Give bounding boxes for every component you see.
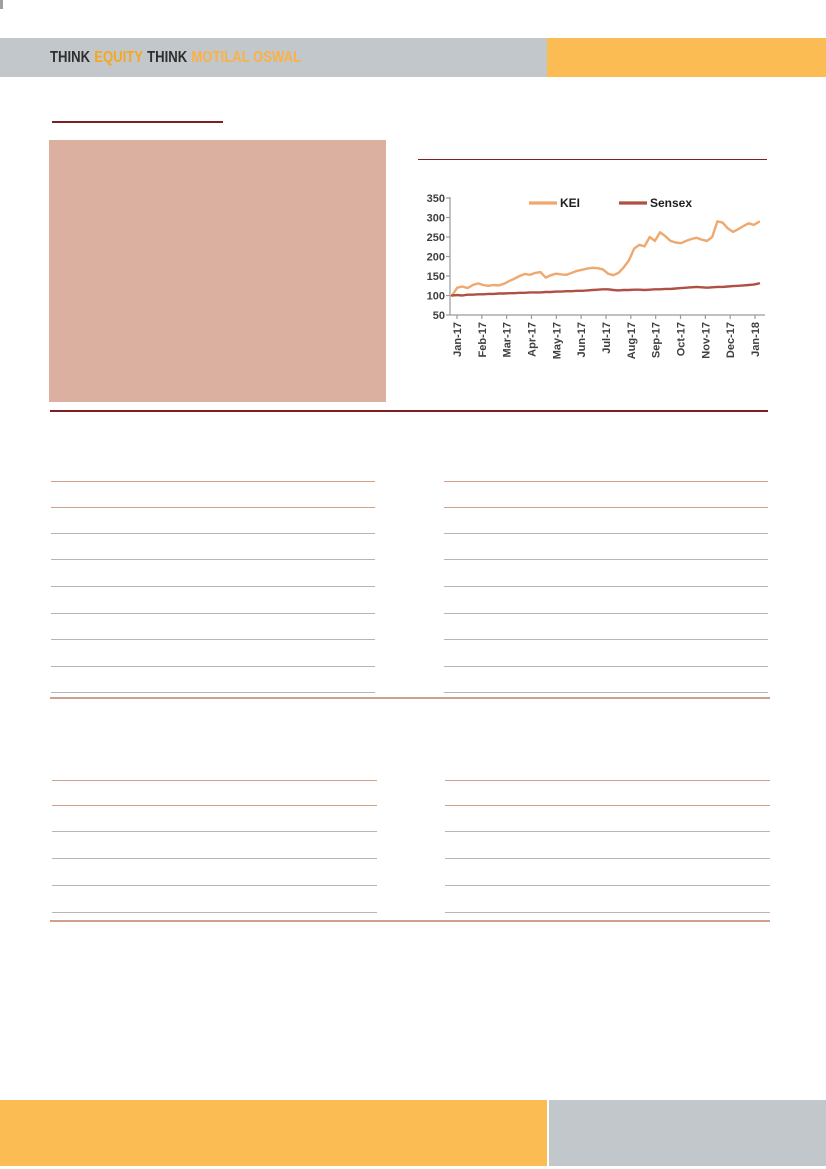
y-tick-label: 150 <box>427 271 445 283</box>
table-rule <box>52 858 377 859</box>
table-rule <box>52 780 377 781</box>
corner-artifact <box>0 0 3 9</box>
x-tick-label: Apr-17 <box>527 322 539 357</box>
tagline-think-2: THINK <box>147 49 188 66</box>
table-rule <box>445 780 770 781</box>
y-tick-label: 350 <box>427 193 445 205</box>
section-divider-rule <box>50 410 768 412</box>
table-rule <box>445 805 770 806</box>
x-tick-label: Jan-17 <box>452 322 464 357</box>
table-rule <box>445 912 770 913</box>
image-placeholder <box>49 140 386 402</box>
table-rule <box>444 586 768 587</box>
table-rule <box>444 613 768 614</box>
table-rule <box>52 831 377 832</box>
table-rule <box>51 639 375 640</box>
table-rule <box>51 533 375 534</box>
table-rule <box>444 481 768 482</box>
table-rule <box>444 692 768 693</box>
y-tick-label: 100 <box>427 291 445 303</box>
table-rule <box>444 507 768 508</box>
table-rule <box>445 858 770 859</box>
x-tick-label: Dec-17 <box>725 322 737 358</box>
x-tick-label: Oct-17 <box>676 322 688 356</box>
table-rule <box>50 697 770 699</box>
table-rule <box>52 912 377 913</box>
legend-kei-label: KEI <box>560 196 580 210</box>
table-rule <box>51 481 375 482</box>
tagline-equity: EQUITY <box>94 49 144 66</box>
table-rule <box>51 507 375 508</box>
kei-series-line <box>450 220 761 297</box>
sensex-series-line <box>450 282 761 297</box>
chart-title-rule <box>418 159 767 160</box>
table-rule <box>445 885 770 886</box>
footer-orange-band <box>0 1100 547 1166</box>
x-tick-label: Aug-17 <box>626 322 638 359</box>
table-rule <box>51 666 375 667</box>
table-rule <box>444 559 768 560</box>
heading-underline <box>52 121 223 123</box>
table-rule <box>444 666 768 667</box>
table-rule <box>51 613 375 614</box>
table-rule <box>51 559 375 560</box>
x-tick-label: Jun-17 <box>576 322 588 357</box>
y-tick-label: 50 <box>433 310 445 322</box>
x-tick-label: Nov-17 <box>700 322 712 359</box>
tagline-think-1: THINK <box>50 49 91 66</box>
x-tick-label: Jan-18 <box>750 322 762 357</box>
header-orange-band <box>547 38 826 77</box>
table-rule <box>52 885 377 886</box>
table-rule <box>51 586 375 587</box>
y-tick-label: 300 <box>427 213 445 225</box>
footer-gray-band <box>549 1100 826 1166</box>
table-rule <box>50 920 770 922</box>
header-gray-band: THINK EQUITY THINK MOTILAL OSWAL <box>0 38 547 77</box>
table-rule <box>52 805 377 806</box>
brand-tagline: THINK EQUITY THINK MOTILAL OSWAL <box>50 38 305 77</box>
legend-sensex-label: Sensex <box>650 196 692 210</box>
table-rule <box>444 639 768 640</box>
tagline-motilal-oswal: MOTILAL OSWAL <box>191 49 302 66</box>
x-tick-label: Mar-17 <box>502 322 514 357</box>
x-tick-label: Sep-17 <box>651 322 663 358</box>
table-rule <box>445 831 770 832</box>
y-tick-label: 250 <box>427 232 445 244</box>
y-tick-label: 200 <box>427 252 445 264</box>
table-rule <box>444 533 768 534</box>
x-tick-label: Feb-17 <box>477 322 489 357</box>
table-rule <box>51 692 375 693</box>
x-tick-label: Jul-17 <box>601 322 613 354</box>
x-tick-label: May-17 <box>551 322 563 359</box>
relative-performance-chart: 350 300 250 200 150 100 50 Jan-17 Feb-17 Mar-17 Ap… <box>427 193 765 359</box>
